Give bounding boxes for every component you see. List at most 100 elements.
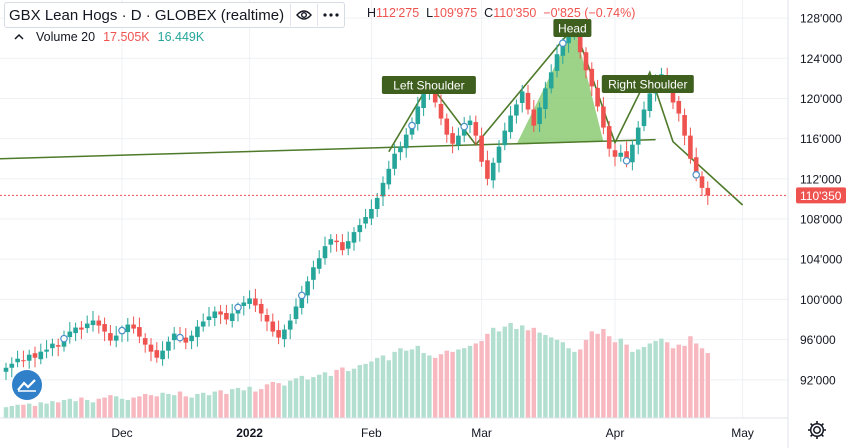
candle: [531, 109, 537, 126]
volume-bar: [102, 397, 107, 418]
volume-bar: [79, 397, 84, 418]
volume-bar: [293, 378, 299, 418]
candle: [90, 320, 96, 326]
volume-bar: [560, 342, 565, 418]
candle: [316, 258, 322, 269]
volume-bar: [612, 342, 618, 418]
candle: [160, 350, 165, 360]
candle: [206, 316, 212, 321]
volume-bar: [334, 369, 339, 418]
more-icon[interactable]: [317, 4, 344, 26]
volume-bar: [9, 405, 14, 418]
volume-bar: [299, 375, 304, 418]
volume-bar: [444, 350, 449, 418]
candle: [438, 103, 444, 119]
volume-bar: [253, 391, 258, 418]
volume-bar: [108, 395, 113, 418]
candle: [415, 106, 421, 125]
volume-bar: [525, 330, 531, 418]
volume-bar: [543, 335, 548, 418]
volume-bar: [44, 403, 49, 418]
volume-bar: [241, 390, 246, 418]
volume-bar: [201, 392, 206, 418]
symbol-title[interactable]: GBX Lean Hogs · D · GLOBEX (realtime): [9, 6, 285, 24]
ohlc-change: −0'825 (−0.74%): [543, 6, 636, 20]
tradingview-logo-icon[interactable]: [12, 370, 42, 400]
candle: [351, 232, 357, 243]
volume-bar: [235, 387, 241, 418]
volume-bar: [328, 375, 333, 418]
volume-bar: [369, 361, 374, 418]
candle: [137, 327, 142, 337]
candle: [630, 144, 635, 163]
volume-bar: [276, 383, 281, 418]
candle: [253, 298, 258, 306]
candle: [84, 323, 90, 329]
volume-bar: [3, 407, 9, 418]
ohlc-value-h: 112'275: [376, 6, 420, 20]
event-marker: [176, 333, 184, 342]
volume-bar: [572, 351, 577, 418]
candle: [612, 150, 618, 157]
volume-bar: [415, 345, 420, 418]
candle: [369, 208, 374, 219]
volume-bar: [607, 336, 612, 418]
candle: [287, 320, 293, 330]
right-shoulder-label: Right Shoulder: [608, 78, 687, 92]
volume-bar: [427, 355, 432, 418]
chevron-up-icon[interactable]: [12, 30, 26, 44]
gear-icon[interactable]: [806, 419, 828, 441]
volume-bar: [351, 368, 357, 418]
candle: [403, 134, 409, 149]
event-marker: [460, 122, 469, 131]
candle: [502, 130, 508, 146]
volume-bar: [247, 386, 252, 418]
price-tick-label: 128'000: [800, 12, 843, 26]
volume-bar: [537, 332, 542, 418]
candle: [537, 107, 542, 125]
volume-bar: [154, 396, 159, 418]
volume-bar: [177, 391, 183, 418]
price-tick-label: 100'000: [800, 293, 843, 307]
volume-bar: [282, 385, 287, 418]
candle: [618, 152, 624, 157]
candle: [508, 115, 513, 133]
volume-bar: [583, 339, 589, 418]
volume-bar: [206, 395, 212, 418]
volume-bar: [705, 353, 710, 418]
candle: [647, 93, 653, 112]
volume-bar: [148, 395, 154, 418]
volume-bar: [259, 389, 264, 418]
symbol-header[interactable]: GBX Lean Hogs · D · GLOBEX (realtime): [4, 2, 346, 28]
candle: [9, 363, 15, 368]
pattern-labels: Left Shoulder Head Right Shoulder: [381, 19, 694, 94]
candle: [200, 321, 206, 327]
candle: [688, 135, 693, 159]
candle: [3, 367, 9, 372]
volume-label: Volume 20: [36, 30, 96, 44]
candle: [299, 295, 305, 308]
volume-bar: [421, 353, 426, 418]
volume-bar: [578, 349, 583, 418]
candle: [154, 350, 160, 358]
price-tick-label: 104'000: [800, 253, 843, 267]
volume-bar: [601, 329, 606, 418]
eye-icon[interactable]: [290, 4, 317, 26]
candle: [624, 151, 629, 161]
volume-bar: [438, 354, 444, 418]
volume-bar: [531, 327, 536, 418]
volume-bar: [73, 401, 78, 418]
ohlc-label-l: L: [426, 6, 434, 20]
volume-bar: [270, 381, 275, 418]
volume-bar: [386, 360, 391, 418]
volume-bar: [409, 349, 415, 418]
volume-bar: [636, 349, 641, 418]
volume-bar: [114, 396, 119, 418]
candle: [543, 88, 548, 110]
volume-bar: [485, 333, 490, 418]
volume-bar: [670, 348, 676, 418]
volume-bar: [467, 345, 473, 418]
volume-bar: [392, 351, 397, 418]
ohlc-value-c: 110'350: [493, 6, 537, 20]
